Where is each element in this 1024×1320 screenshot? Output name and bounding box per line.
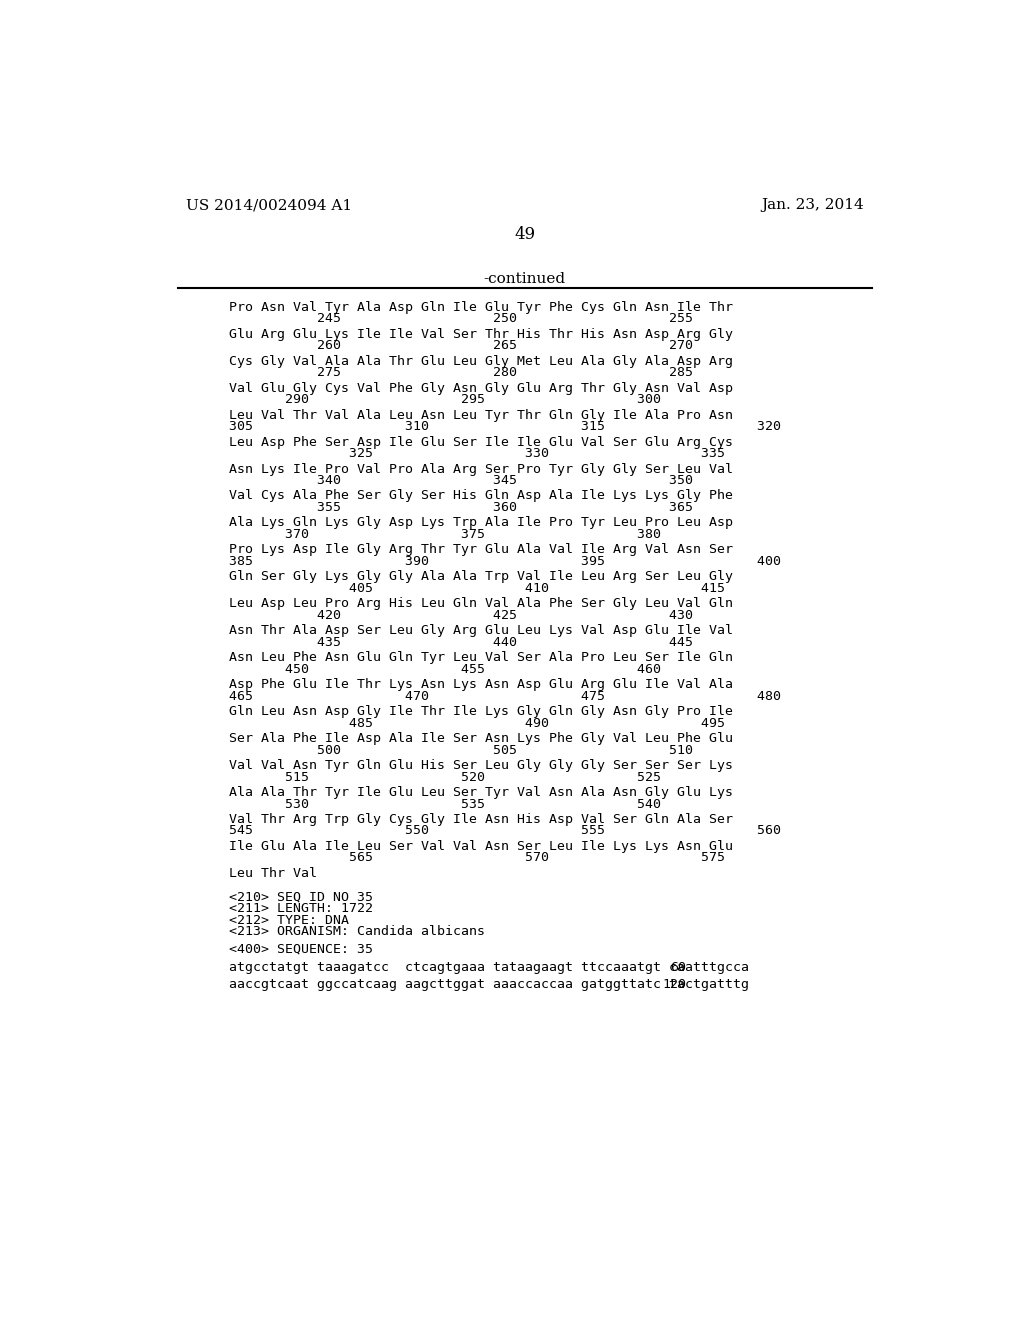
Text: 530                   535                   540: 530 535 540: [228, 797, 660, 810]
Text: Ala Lys Gln Lys Gly Asp Lys Trp Ala Ile Pro Tyr Leu Pro Leu Asp: Ala Lys Gln Lys Gly Asp Lys Trp Ala Ile …: [228, 516, 733, 529]
Text: 420                   425                   430: 420 425 430: [228, 609, 693, 622]
Text: 275                   280                   285: 275 280 285: [228, 367, 693, 379]
Text: 305                   310                   315                   320: 305 310 315 320: [228, 420, 780, 433]
Text: <400> SEQUENCE: 35: <400> SEQUENCE: 35: [228, 942, 373, 956]
Text: Pro Lys Asp Ile Gly Arg Thr Tyr Glu Ala Val Ile Arg Val Asn Ser: Pro Lys Asp Ile Gly Arg Thr Tyr Glu Ala …: [228, 544, 733, 557]
Text: Leu Val Thr Val Ala Leu Asn Leu Tyr Thr Gln Gly Ile Ala Pro Asn: Leu Val Thr Val Ala Leu Asn Leu Tyr Thr …: [228, 409, 733, 421]
Text: US 2014/0024094 A1: US 2014/0024094 A1: [186, 198, 352, 213]
Text: 325                   330                   335: 325 330 335: [228, 447, 725, 461]
Text: <210> SEQ ID NO 35: <210> SEQ ID NO 35: [228, 891, 373, 904]
Text: 500                   505                   510: 500 505 510: [228, 743, 693, 756]
Text: -continued: -continued: [483, 272, 566, 286]
Text: Cys Gly Val Ala Ala Thr Glu Leu Gly Met Leu Ala Gly Ala Asp Arg: Cys Gly Val Ala Ala Thr Glu Leu Gly Met …: [228, 355, 733, 368]
Text: Pro Asn Val Tyr Ala Asp Gln Ile Glu Tyr Phe Cys Gln Asn Ile Thr: Pro Asn Val Tyr Ala Asp Gln Ile Glu Tyr …: [228, 301, 733, 314]
Text: 370                   375                   380: 370 375 380: [228, 528, 660, 541]
Text: aaccgtcaat ggccatcaag aagcttggat aaaccaccaa gatggttatc tactgatttg: aaccgtcaat ggccatcaag aagcttggat aaaccac…: [228, 978, 749, 991]
Text: <213> ORGANISM: Candida albicans: <213> ORGANISM: Candida albicans: [228, 925, 484, 939]
Text: Val Thr Arg Trp Gly Cys Gly Ile Asn His Asp Val Ser Gln Ala Ser: Val Thr Arg Trp Gly Cys Gly Ile Asn His …: [228, 813, 733, 826]
Text: <211> LENGTH: 1722: <211> LENGTH: 1722: [228, 903, 373, 915]
Text: Asn Thr Ala Asp Ser Leu Gly Arg Glu Leu Lys Val Asp Glu Ile Val: Asn Thr Ala Asp Ser Leu Gly Arg Glu Leu …: [228, 624, 733, 638]
Text: Val Cys Ala Phe Ser Gly Ser His Gln Asp Ala Ile Lys Lys Gly Phe: Val Cys Ala Phe Ser Gly Ser His Gln Asp …: [228, 490, 733, 503]
Text: Gln Leu Asn Asp Gly Ile Thr Ile Lys Gly Gln Gly Asn Gly Pro Ile: Gln Leu Asn Asp Gly Ile Thr Ile Lys Gly …: [228, 705, 733, 718]
Text: 405                   410                   415: 405 410 415: [228, 582, 725, 595]
Text: 545                   550                   555                   560: 545 550 555 560: [228, 825, 780, 837]
Text: Glu Arg Glu Lys Ile Ile Val Ser Thr His Thr His Asn Asp Arg Gly: Glu Arg Glu Lys Ile Ile Val Ser Thr His …: [228, 327, 733, 341]
Text: 245                   250                   255: 245 250 255: [228, 313, 693, 326]
Text: Jan. 23, 2014: Jan. 23, 2014: [762, 198, 864, 213]
Text: 485                   490                   495: 485 490 495: [228, 717, 725, 730]
Text: 340                   345                   350: 340 345 350: [228, 474, 693, 487]
Text: 435                   440                   445: 435 440 445: [228, 636, 693, 649]
Text: 120: 120: [662, 978, 686, 991]
Text: Asp Phe Glu Ile Thr Lys Asn Lys Asn Asp Glu Arg Glu Ile Val Ala: Asp Phe Glu Ile Thr Lys Asn Lys Asn Asp …: [228, 678, 733, 692]
Text: Leu Asp Leu Pro Arg His Leu Gln Val Ala Phe Ser Gly Leu Val Gln: Leu Asp Leu Pro Arg His Leu Gln Val Ala …: [228, 597, 733, 610]
Text: Asn Lys Ile Pro Val Pro Ala Arg Ser Pro Tyr Gly Gly Ser Leu Val: Asn Lys Ile Pro Val Pro Ala Arg Ser Pro …: [228, 462, 733, 475]
Text: Ile Glu Ala Ile Leu Ser Val Val Asn Ser Leu Ile Lys Lys Asn Glu: Ile Glu Ala Ile Leu Ser Val Val Asn Ser …: [228, 840, 733, 853]
Text: 465                   470                   475                   480: 465 470 475 480: [228, 689, 780, 702]
Text: Leu Thr Val: Leu Thr Val: [228, 867, 316, 880]
Text: 450                   455                   460: 450 455 460: [228, 663, 660, 676]
Text: Asn Leu Phe Asn Glu Gln Tyr Leu Val Ser Ala Pro Leu Ser Ile Gln: Asn Leu Phe Asn Glu Gln Tyr Leu Val Ser …: [228, 651, 733, 664]
Text: Leu Asp Phe Ser Asp Ile Glu Ser Ile Ile Glu Val Ser Glu Arg Cys: Leu Asp Phe Ser Asp Ile Glu Ser Ile Ile …: [228, 436, 733, 449]
Text: <212> TYPE: DNA: <212> TYPE: DNA: [228, 913, 349, 927]
Text: 565                   570                   575: 565 570 575: [228, 851, 725, 865]
Text: 355                   360                   365: 355 360 365: [228, 502, 693, 513]
Text: 385                   390                   395                   400: 385 390 395 400: [228, 554, 780, 568]
Text: 49: 49: [514, 226, 536, 243]
Text: Ser Ala Phe Ile Asp Ala Ile Ser Asn Lys Phe Gly Val Leu Phe Glu: Ser Ala Phe Ile Asp Ala Ile Ser Asn Lys …: [228, 733, 733, 744]
Text: Gln Ser Gly Lys Gly Gly Ala Ala Trp Val Ile Leu Arg Ser Leu Gly: Gln Ser Gly Lys Gly Gly Ala Ala Trp Val …: [228, 570, 733, 583]
Text: Val Val Asn Tyr Gln Glu His Ser Leu Gly Gly Gly Ser Ser Ser Lys: Val Val Asn Tyr Gln Glu His Ser Leu Gly …: [228, 759, 733, 772]
Text: 60: 60: [670, 961, 686, 974]
Text: 515                   520                   525: 515 520 525: [228, 771, 660, 784]
Text: Val Glu Gly Cys Val Phe Gly Asn Gly Glu Arg Thr Gly Asn Val Asp: Val Glu Gly Cys Val Phe Gly Asn Gly Glu …: [228, 381, 733, 395]
Text: 290                   295                   300: 290 295 300: [228, 393, 660, 407]
Text: Ala Ala Thr Tyr Ile Glu Leu Ser Tyr Val Asn Ala Asn Gly Glu Lys: Ala Ala Thr Tyr Ile Glu Leu Ser Tyr Val …: [228, 785, 733, 799]
Text: atgcctatgt taaagatcc  ctcagtgaaa tataagaagt ttccaaatgt caatttgcca: atgcctatgt taaagatcc ctcagtgaaa tataagaa…: [228, 961, 749, 974]
Text: 260                   265                   270: 260 265 270: [228, 339, 693, 352]
